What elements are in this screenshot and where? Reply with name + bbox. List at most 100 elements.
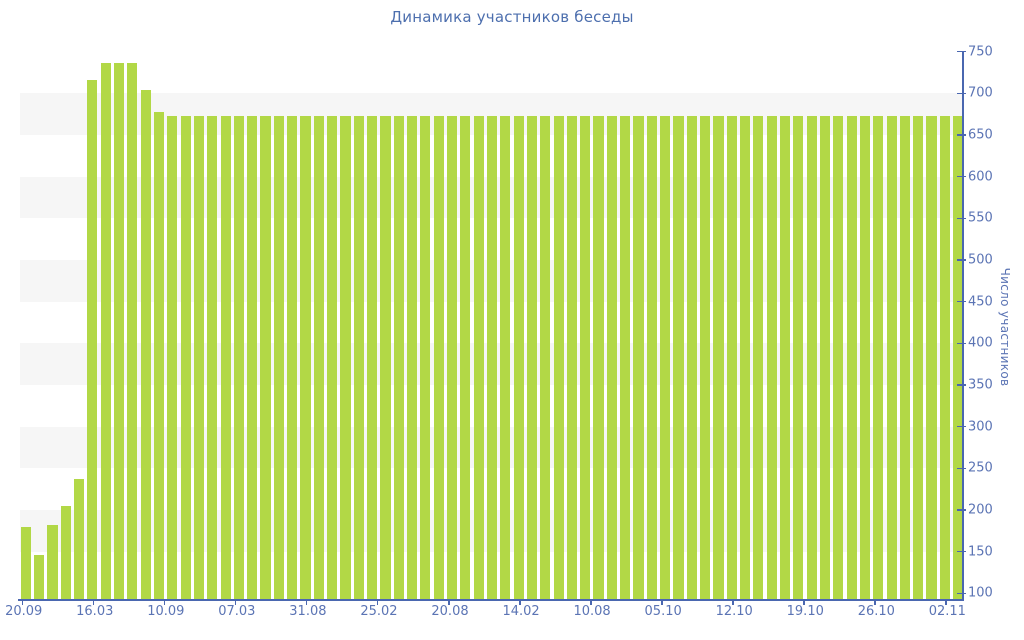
x-tick-mark — [448, 601, 450, 605]
bar[interactable] — [673, 115, 684, 600]
y-tick-mark — [957, 550, 966, 553]
bar[interactable] — [953, 115, 964, 600]
y-tick-mark — [957, 50, 966, 53]
bar[interactable] — [553, 115, 564, 600]
bar[interactable] — [939, 115, 950, 600]
y-tick-label: 450 — [968, 294, 993, 310]
bar[interactable] — [167, 115, 178, 600]
bar[interactable] — [446, 115, 458, 600]
bar[interactable] — [580, 115, 591, 600]
x-tick-label: 20.09 — [5, 604, 43, 619]
y-tick-label: 500 — [968, 252, 993, 268]
bar[interactable] — [859, 115, 871, 600]
bar[interactable] — [593, 115, 604, 600]
y-tick-mark — [957, 467, 966, 470]
bar[interactable] — [806, 115, 817, 600]
bar[interactable] — [606, 115, 617, 600]
y-tick-label: 350 — [968, 377, 993, 393]
x-tick-mark — [732, 601, 734, 605]
bar[interactable] — [34, 554, 45, 600]
bar[interactable] — [300, 115, 311, 600]
bar[interactable] — [20, 527, 31, 600]
bar[interactable] — [486, 115, 498, 600]
bar[interactable] — [273, 115, 284, 600]
bar[interactable] — [913, 115, 924, 600]
bar[interactable] — [260, 115, 271, 600]
bar[interactable] — [460, 115, 471, 600]
bar[interactable] — [779, 115, 791, 600]
bar[interactable] — [353, 115, 364, 600]
bar[interactable] — [540, 115, 551, 600]
bar[interactable] — [686, 115, 697, 600]
bar[interactable] — [899, 115, 910, 600]
x-tick-mark — [305, 601, 308, 605]
bar[interactable] — [87, 80, 98, 600]
y-tick-mark — [957, 425, 966, 428]
bar[interactable] — [433, 115, 444, 600]
bar[interactable] — [73, 479, 85, 600]
x-tick-mark — [519, 601, 521, 605]
bar[interactable] — [620, 115, 631, 600]
y-axis-line — [961, 51, 964, 601]
bar[interactable] — [566, 115, 577, 600]
bar[interactable] — [113, 63, 125, 600]
x-tick-mark — [376, 601, 379, 605]
bar[interactable] — [287, 115, 298, 600]
y-tick-label: 200 — [968, 502, 993, 518]
bar[interactable] — [180, 115, 191, 600]
bar[interactable] — [233, 115, 244, 600]
x-tick-label: 02.11 — [928, 604, 966, 619]
bar[interactable] — [60, 505, 71, 600]
bar[interactable] — [886, 115, 897, 600]
bar[interactable] — [313, 115, 324, 600]
x-tick-label: 10.08 — [573, 604, 611, 619]
x-tick-mark — [874, 601, 876, 605]
bar[interactable] — [47, 524, 58, 600]
bar[interactable] — [327, 115, 338, 600]
bar[interactable] — [766, 115, 777, 600]
bar[interactable] — [100, 63, 111, 600]
bar[interactable] — [846, 115, 857, 600]
x-tick-mark — [163, 601, 166, 605]
bar[interactable] — [646, 115, 657, 600]
bar[interactable] — [380, 115, 391, 600]
bar[interactable] — [660, 115, 671, 600]
x-tick-label: 12.10 — [715, 604, 753, 619]
bar[interactable] — [393, 115, 404, 600]
x-axis-line — [18, 599, 964, 601]
bar[interactable] — [140, 90, 151, 600]
x-tick-label: 19.10 — [786, 604, 824, 619]
bar[interactable] — [513, 115, 524, 600]
bar[interactable] — [793, 115, 804, 600]
bar[interactable] — [753, 115, 764, 600]
y-tick-mark — [957, 384, 966, 386]
bar[interactable] — [153, 111, 165, 600]
bar[interactable] — [500, 115, 511, 600]
x-tick-mark — [234, 601, 237, 605]
bar[interactable] — [193, 115, 205, 600]
bar[interactable] — [819, 115, 831, 600]
bar[interactable] — [207, 115, 218, 600]
bar[interactable] — [420, 115, 431, 600]
bar[interactable] — [739, 115, 751, 600]
bar[interactable] — [713, 115, 724, 600]
bar[interactable] — [833, 115, 844, 600]
bar[interactable] — [726, 115, 737, 600]
bar[interactable] — [526, 115, 538, 600]
bar[interactable] — [220, 115, 231, 600]
bar[interactable] — [127, 63, 138, 600]
bar[interactable] — [340, 115, 351, 600]
y-tick-label: 400 — [968, 335, 993, 351]
x-tick-mark — [661, 601, 663, 605]
bar[interactable] — [700, 115, 711, 600]
bar[interactable] — [367, 115, 378, 600]
y-tick-label: 600 — [968, 169, 993, 185]
bar[interactable] — [873, 115, 884, 600]
bar[interactable] — [926, 115, 937, 600]
y-tick-mark — [957, 342, 966, 345]
bar[interactable] — [473, 115, 484, 600]
bar[interactable] — [406, 115, 418, 600]
bar[interactable] — [247, 115, 258, 600]
bar[interactable] — [633, 115, 644, 600]
y-tick-mark — [957, 134, 966, 136]
